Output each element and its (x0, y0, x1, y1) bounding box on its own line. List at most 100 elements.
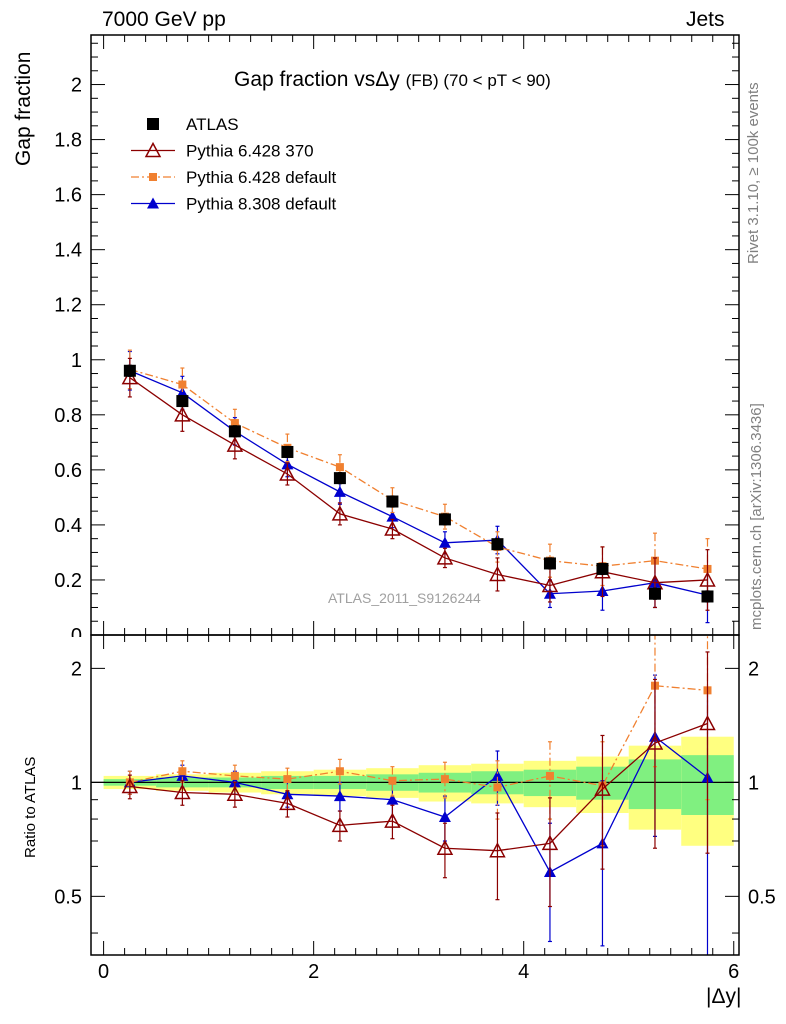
ratio-series-3-point-7 (491, 769, 504, 781)
plot-title: Gap fraction vsΔy (FB) (70 < pT < 90) (234, 68, 551, 92)
ratio-series-3-line (129, 735, 708, 873)
y-tick-label-5: 1.2 (54, 295, 82, 317)
main-series-2-point-1 (178, 380, 187, 389)
energy-label: 7000 GeV pp (102, 8, 226, 31)
ratio-series-1-point-5 (384, 812, 401, 828)
y-tick-label-7: 1.6 (54, 185, 82, 207)
x-tick-label-3: 6 (728, 961, 739, 983)
main-series-0-point-1 (176, 395, 189, 408)
main-series-0-point-4 (333, 472, 346, 485)
ratio-y-axis-label: Ratio to ATLAS (22, 756, 39, 858)
rivet-version-label: Rivet 3.1.10, ≥ 100k events (745, 82, 762, 264)
main-series-1-point-6 (436, 549, 454, 565)
ratio-series-1-point-1 (174, 783, 191, 800)
ratio-series-2-point-6 (440, 775, 449, 784)
main-series-2-point-2 (230, 419, 239, 428)
y-tick-label-9: 2 (71, 75, 82, 97)
main-series-1-point-1 (174, 406, 191, 422)
main-series-1-point-7 (489, 565, 506, 582)
ratio-series-1-point-2 (226, 785, 244, 802)
y-tick-label-1: 0.4 (54, 515, 82, 537)
y-tick-label-6: 1.4 (54, 240, 82, 262)
ratio-series-3-point-5 (386, 793, 399, 805)
main-series-1-point-8 (541, 576, 559, 593)
legend-marker-3 (147, 197, 159, 209)
y-tick-label-4: 1 (71, 350, 82, 372)
main-series-0-point-5 (386, 495, 399, 508)
main-series-1-point-0 (121, 369, 139, 385)
legend-entry-3: Pythia 8.308 default (186, 195, 337, 214)
ratio-series-2-point-2 (230, 771, 239, 780)
legend-marker-1 (144, 141, 162, 158)
legend: ATLAS Pythia 6.428 370 Pythia 6.428 defaul… (131, 115, 337, 214)
ratio-series-2-point-8 (545, 771, 554, 780)
ratio-series-3-point-1 (176, 769, 189, 781)
plot-title-main: Gap fraction vsΔy (234, 68, 400, 91)
ratio-series-2-point-4 (335, 767, 344, 776)
ratio-series-1-point-8 (541, 834, 559, 851)
legend-marker-0 (147, 118, 159, 130)
category-label: Jets (686, 8, 725, 31)
ratio-series-1-point-9 (594, 780, 611, 796)
main-series-1-line (129, 377, 708, 587)
main-series-0-point-8 (543, 557, 556, 570)
main-series-3-point-1 (176, 386, 189, 398)
y-axis-label: Gap fraction (12, 51, 35, 166)
main-series-1-point-4 (331, 505, 349, 521)
ratio-series-2-line (129, 685, 708, 789)
y-tick-label-8: 1.8 (54, 130, 82, 152)
main-series-2-line (129, 368, 708, 570)
main-series-0-point-3 (281, 445, 294, 458)
ratio-series-1-point-10 (646, 734, 664, 750)
ratio-series-1-point-6 (436, 839, 454, 855)
ratio-series-2-point-5 (388, 776, 397, 785)
main-series-1-point-11 (699, 571, 716, 587)
main-series-0-point-6 (438, 513, 451, 526)
main-series-3-point-6 (438, 536, 451, 548)
x-tick-label-2: 4 (518, 961, 529, 983)
ratio-series-1-point-7 (489, 842, 506, 858)
ratio-tick-label-right-0: 0.5 (748, 886, 776, 908)
ratio-tick-label-left-1: 1 (71, 772, 82, 794)
ratio-series-1-point-11 (699, 714, 716, 731)
plot-frames (90, 34, 740, 956)
y-tick-label-0: 0.2 (54, 570, 82, 592)
main-series-2-point-4 (335, 463, 344, 472)
x-tick-label-0: 0 (98, 961, 109, 983)
main-series-1-point-2 (226, 436, 244, 452)
axis-ticks: 0 2 4 6 0.2 0.4 0.6 0.8 1 1.2 1.4 1.6 1.8 2 0 0.5 0.5 1 1 2… (54, 35, 776, 983)
ratio-series-2-point-7 (493, 783, 502, 792)
main-series-0 (123, 364, 714, 603)
legend-marker-2 (149, 173, 157, 181)
legend-entry-0: ATLAS (186, 115, 239, 134)
main-series-1-point-5 (384, 520, 401, 536)
series-layer (121, 349, 716, 955)
analysis-watermark: ATLAS_2011_S9126244 (328, 590, 481, 606)
ratio-series-1-point-0 (121, 777, 139, 794)
plot-title-sub: (FB) (70 < pT < 90) (405, 71, 551, 90)
ratio-series-3-point-6 (438, 811, 451, 823)
ratio-series-3-point-4 (333, 790, 346, 802)
ratio-panel-frame (90, 634, 740, 956)
main-series-0-point-7 (491, 538, 504, 551)
main-series-3-point-5 (386, 510, 399, 522)
legend-entry-2: Pythia 6.428 default (186, 168, 337, 187)
main-series-3-point-4 (333, 485, 346, 497)
main-series-0-point-0 (123, 364, 136, 377)
ratio-tick-label-right-2: 2 (748, 658, 759, 680)
y-tick-label-3: 0.8 (54, 405, 82, 427)
main-series-0-point-2 (228, 425, 241, 438)
legend-entry-1: Pythia 6.428 370 (186, 142, 314, 161)
ratio-series-1-point-4 (331, 816, 349, 833)
ratio-series-2-point-3 (283, 775, 292, 784)
ratio-series-1 (121, 651, 716, 908)
main-series-1-point-3 (279, 465, 296, 481)
ratio-series-1-point-3 (279, 794, 296, 811)
main-series-0-point-10 (648, 587, 661, 600)
ratio-tick-label-right-1: 1 (748, 772, 759, 794)
x-axis-label: |Δy| (706, 985, 742, 1008)
main-series-3-line (129, 370, 708, 596)
ratio-tick-label-left-2: 2 (71, 658, 82, 680)
y-tick-label-2: 0.6 (54, 460, 82, 482)
